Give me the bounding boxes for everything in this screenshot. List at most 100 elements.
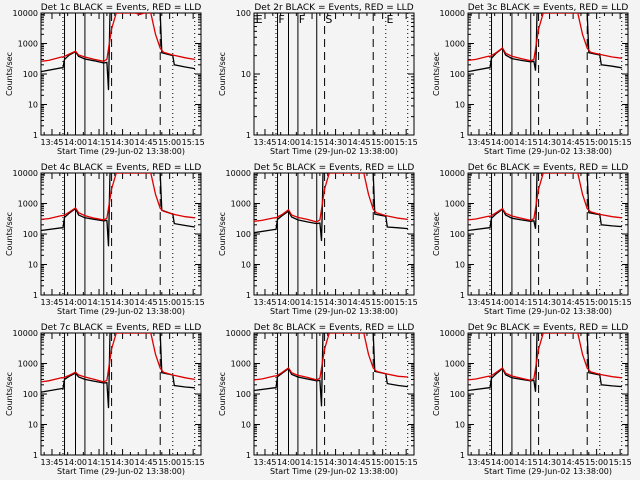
x-axis-label: Start Time (29-Jun-02 13:38:00) [484,147,612,156]
y-axis-label: Counts/sec [5,372,14,416]
data-point [489,227,491,229]
y-tick-label: 100 [236,390,251,399]
x-tick-label: 14:30 [111,298,134,307]
data-point [274,387,275,389]
data-point [111,348,112,350]
data-point [41,391,42,393]
data-point [64,377,65,378]
chart-panel: Det 3c BLACK = Events, RED = LLD 1 10 100 10… [432,3,632,156]
marker-lines [275,13,409,135]
y-tick-label: 10 [241,421,251,430]
data-point [103,220,105,222]
y-tick-label: 1 [246,131,251,140]
x-tick-label: 13:45 [467,458,490,467]
data-point [319,380,321,381]
data-point [489,387,491,389]
data-point [536,173,538,174]
chart-panel: Det 6c BLACK = Events, RED = LLD 1 10 100 10… [432,163,632,316]
data-point [122,173,123,174]
x-tick-label: 13:45 [467,298,490,307]
data-point [495,52,497,54]
y-tick-label: 1 [246,291,251,300]
data-point [93,60,95,62]
chart-panel: Det 2r BLACK = Events, RED = LLD 1 10 100 Co… [218,3,418,156]
data-point [468,71,469,72]
data-point [62,56,64,58]
data-point [62,227,64,229]
data-point [590,51,591,53]
x-tick-label: 13:45 [467,138,490,147]
data-point [274,217,275,219]
data-point [319,222,321,224]
x-axis-label: Start Time (29-Jun-02 13:38:00) [270,467,398,476]
data-point [275,387,277,389]
data-point [78,54,79,56]
data-point [599,374,601,375]
x-tick-label: 15:00 [585,138,608,147]
mode-label: S [325,13,332,26]
data-point [111,13,112,14]
data-point [122,13,123,14]
y-tick-label: 100 [450,390,465,399]
data-point [588,372,590,374]
data-point [372,173,374,174]
x-tick-label: 14:30 [324,138,347,147]
data-point [184,386,186,388]
data-point [316,379,318,381]
data-point [611,216,613,218]
x-tick-label: 14:15 [88,298,111,307]
data-point [590,211,591,213]
data-point [277,376,278,378]
data-point [108,407,109,409]
data-point [78,212,79,214]
data-point [254,232,255,234]
x-tick-label: 14:30 [111,458,134,467]
data-point [41,71,42,72]
data-point [111,173,112,174]
data-point [586,333,588,334]
series-line-lld [468,173,622,222]
y-tick-label: 1 [33,451,38,460]
chart-title: Det 8c BLACK = Events, RED = LLD [254,323,415,333]
data-point [520,219,522,221]
x-tick-label: 14:30 [538,298,561,307]
data-point [306,221,308,223]
data-point [374,213,376,215]
x-tick-label: 14:45 [348,138,371,147]
x-tick-label: 13:45 [40,138,63,147]
data-point [61,227,62,229]
data-point [538,348,539,350]
data-point [530,220,532,222]
data-point [64,379,65,380]
data-point [538,188,539,190]
data-point [511,377,513,379]
data-point [488,55,489,57]
data-point [586,208,588,209]
data-point [475,218,477,220]
chart-panel: Det 7c BLACK = Events, RED = LLD 1 10 100 10… [5,323,205,476]
data-point [297,219,299,221]
y-tick-label: 10000 [13,329,38,338]
data-point [324,348,325,350]
data-point [319,219,321,221]
data-point [84,58,86,60]
data-point [306,377,308,378]
series-group [468,13,623,73]
data-point [291,216,292,218]
y-axis-label: Counts/sec [218,52,227,96]
data-point [363,173,365,174]
x-tick-label: 15:00 [371,298,394,307]
data-point [64,55,65,57]
data-point [159,207,161,209]
data-point [539,13,541,14]
x-tick-label: 15:15 [395,458,418,467]
data-point [134,13,136,14]
data-point [277,216,278,218]
y-tick-label: 10000 [440,9,465,18]
chart-title: Det 4c BLACK = Events, RED = LLD [41,163,202,173]
y-axis-label: Counts/sec [5,52,14,96]
data-point [103,381,105,383]
x-tick-label: 15:00 [371,138,394,147]
data-point [41,60,42,62]
data-point [64,217,65,218]
